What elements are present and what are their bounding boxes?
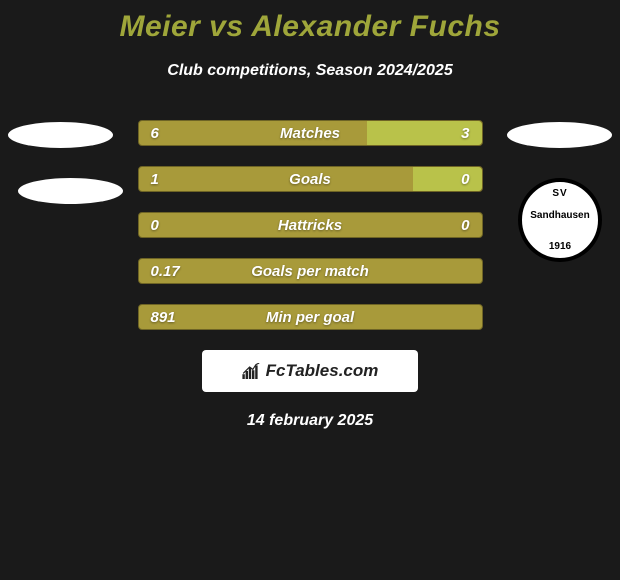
- page-subtitle: Club competitions, Season 2024/2025: [0, 62, 620, 80]
- stat-value-right: 0: [461, 167, 469, 193]
- stat-metric-label: Goals: [139, 167, 482, 193]
- stat-metric-label: Min per goal: [139, 305, 482, 331]
- stat-row: 1Goals0: [138, 166, 483, 192]
- bar-chart-icon: [242, 363, 262, 379]
- stat-row: 0Hattricks0: [138, 212, 483, 238]
- stat-metric-label: Goals per match: [139, 259, 482, 285]
- date-text: 14 february 2025: [0, 412, 620, 430]
- page-title: Meier vs Alexander Fuchs: [0, 0, 620, 44]
- stat-value-right: 0: [461, 213, 469, 239]
- stat-metric-label: Hattricks: [139, 213, 482, 239]
- stat-row: 6Matches3: [138, 120, 483, 146]
- brand-box: FcTables.com: [202, 350, 418, 392]
- infographic-container: { "layout": { "width": 620, "height": 58…: [0, 0, 620, 580]
- stats-block: 6Matches31Goals00Hattricks00.17Goals per…: [0, 120, 620, 330]
- brand-text: FcTables.com: [266, 361, 379, 381]
- stat-metric-label: Matches: [139, 121, 482, 147]
- stat-row: 891Min per goal: [138, 304, 483, 330]
- stat-value-right: 3: [461, 121, 469, 147]
- stat-row: 0.17Goals per match: [138, 258, 483, 284]
